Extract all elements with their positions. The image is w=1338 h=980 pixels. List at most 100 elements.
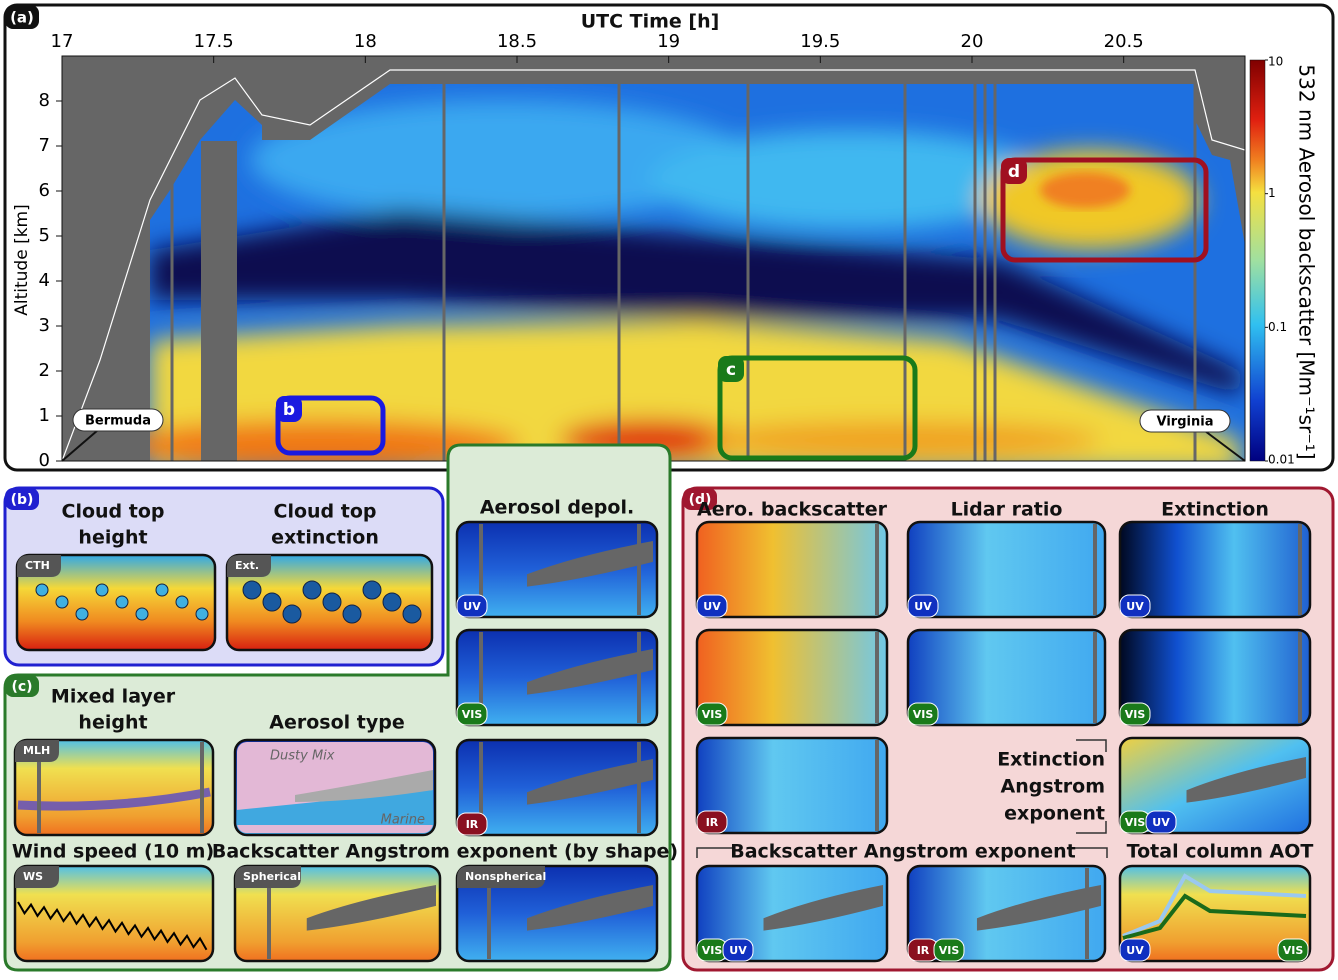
x-tick-label: 20.5 (1104, 31, 1144, 52)
thumbnail (13, 864, 215, 963)
panel-label: (c) (11, 679, 32, 695)
gap-strip (267, 868, 271, 959)
no-data-blob (527, 541, 653, 587)
thumbnail (695, 628, 889, 727)
colorbar (1249, 59, 1266, 462)
gap-strip (37, 742, 41, 833)
wavelength-badge (696, 594, 728, 618)
side-title: Angstrom (1001, 776, 1105, 798)
panel-label: (a) (10, 9, 34, 27)
cloud-marker (262, 592, 282, 612)
cloud-marker (135, 607, 149, 621)
gap-strip (479, 524, 483, 615)
panel-title: Cloud top (274, 501, 377, 523)
badge-label: MLH (23, 744, 50, 757)
x-tick-label: 17 (51, 31, 74, 52)
x-tick-label: 19 (657, 31, 680, 52)
gap-strip (479, 632, 483, 723)
gap-strip (1085, 868, 1089, 959)
side-title: Backscatter Angstrom exponent (730, 841, 1076, 863)
side-title: exponent (1004, 803, 1105, 825)
badge-label: Spherical (243, 870, 301, 883)
bracket (1076, 739, 1107, 834)
wavelength-badge (1119, 702, 1151, 726)
y-axis-label: Altitude [km] (12, 204, 32, 316)
wavelength-label: VIS (702, 708, 723, 721)
cloud-marker (115, 595, 129, 609)
wavelength-badge (722, 938, 754, 962)
wavelength-label: UV (1126, 600, 1144, 613)
cloud-marker (382, 592, 402, 612)
gap-strip (1093, 524, 1097, 615)
no-data-mask (62, 56, 1245, 461)
wavelength-badge (456, 812, 488, 836)
cloud-marker (75, 607, 89, 621)
no-data-blob (527, 759, 653, 805)
gap-strip (875, 632, 879, 723)
aot-uv (1122, 873, 1307, 938)
badge-label: WS (23, 870, 43, 883)
wavelength-label: UV (703, 600, 721, 613)
gap-strip (1298, 632, 1302, 723)
panel-label: (b) (11, 492, 34, 508)
thumbnail (695, 736, 889, 835)
class-label: Marine (381, 813, 425, 828)
cloud-marker (302, 580, 322, 600)
y-tick-label: 0 (39, 450, 50, 471)
wavelength-label: VIS (1125, 816, 1146, 829)
badge-bg (227, 555, 271, 577)
gap-strip (637, 632, 641, 723)
wavelength-label: UV (1152, 816, 1170, 829)
y-tick-label: 3 (39, 315, 50, 336)
cloud-marker (242, 580, 262, 600)
wavelength-label: VIS (939, 944, 960, 957)
colorbar-label: 532 nm Aerosol backscatter [Mm⁻¹sr⁻¹] (1295, 64, 1319, 459)
wavelength-label: VIS (913, 708, 934, 721)
wavelength-label: IR (706, 816, 719, 829)
thumbnail (1118, 864, 1312, 963)
cloud-marker (195, 607, 209, 621)
gap-strip (487, 868, 491, 959)
x-tick-label: 17.5 (194, 31, 234, 52)
column-title: Lidar ratio (951, 499, 1063, 521)
gap-strip (1298, 524, 1302, 615)
cloud-marker (35, 583, 49, 597)
mlh-line (17, 787, 211, 811)
panel-title: Aerosol type (269, 712, 404, 734)
badge-label: Nonspherical (465, 870, 546, 883)
badge-label: CTH (25, 559, 50, 572)
gap-lines (170, 84, 1197, 461)
badge-bg (235, 866, 301, 888)
badge-bg (15, 740, 59, 762)
side-title: Total column AOT (1127, 841, 1314, 863)
curtain-plot (62, 56, 1245, 461)
y-tick-label: 4 (39, 270, 50, 291)
panel-label-bg (5, 675, 39, 697)
place-box (72, 408, 164, 432)
x-axis-label: UTC Time [h] (581, 11, 720, 33)
place-box (1139, 409, 1231, 433)
y-tick-label: 6 (39, 180, 50, 201)
gap-strip (875, 740, 879, 831)
cloud-marker (95, 583, 109, 597)
panel-label-bg (5, 488, 39, 510)
place-label: Bermuda (85, 414, 151, 429)
thumbnail (906, 628, 1107, 727)
wavelength-badge (696, 810, 728, 834)
panel-label-bg (683, 488, 717, 510)
cloud-marker (282, 604, 302, 624)
thumbnail (1118, 628, 1312, 727)
thumbnail (906, 520, 1107, 619)
no-data-blob (976, 885, 1101, 931)
place-arrow (61, 429, 99, 462)
wavelength-label: UV (463, 600, 481, 613)
no-data-blob (527, 649, 653, 695)
column-title: Extinction (1161, 499, 1269, 521)
panel-title: height (78, 712, 147, 734)
zoom-box-tag (276, 396, 302, 422)
wavelength-label: UV (729, 944, 747, 957)
wavelength-badge (907, 594, 939, 618)
no-data-blob (306, 885, 436, 931)
zoom-box (1000, 157, 1209, 263)
badge-label: Ext. (235, 559, 259, 572)
